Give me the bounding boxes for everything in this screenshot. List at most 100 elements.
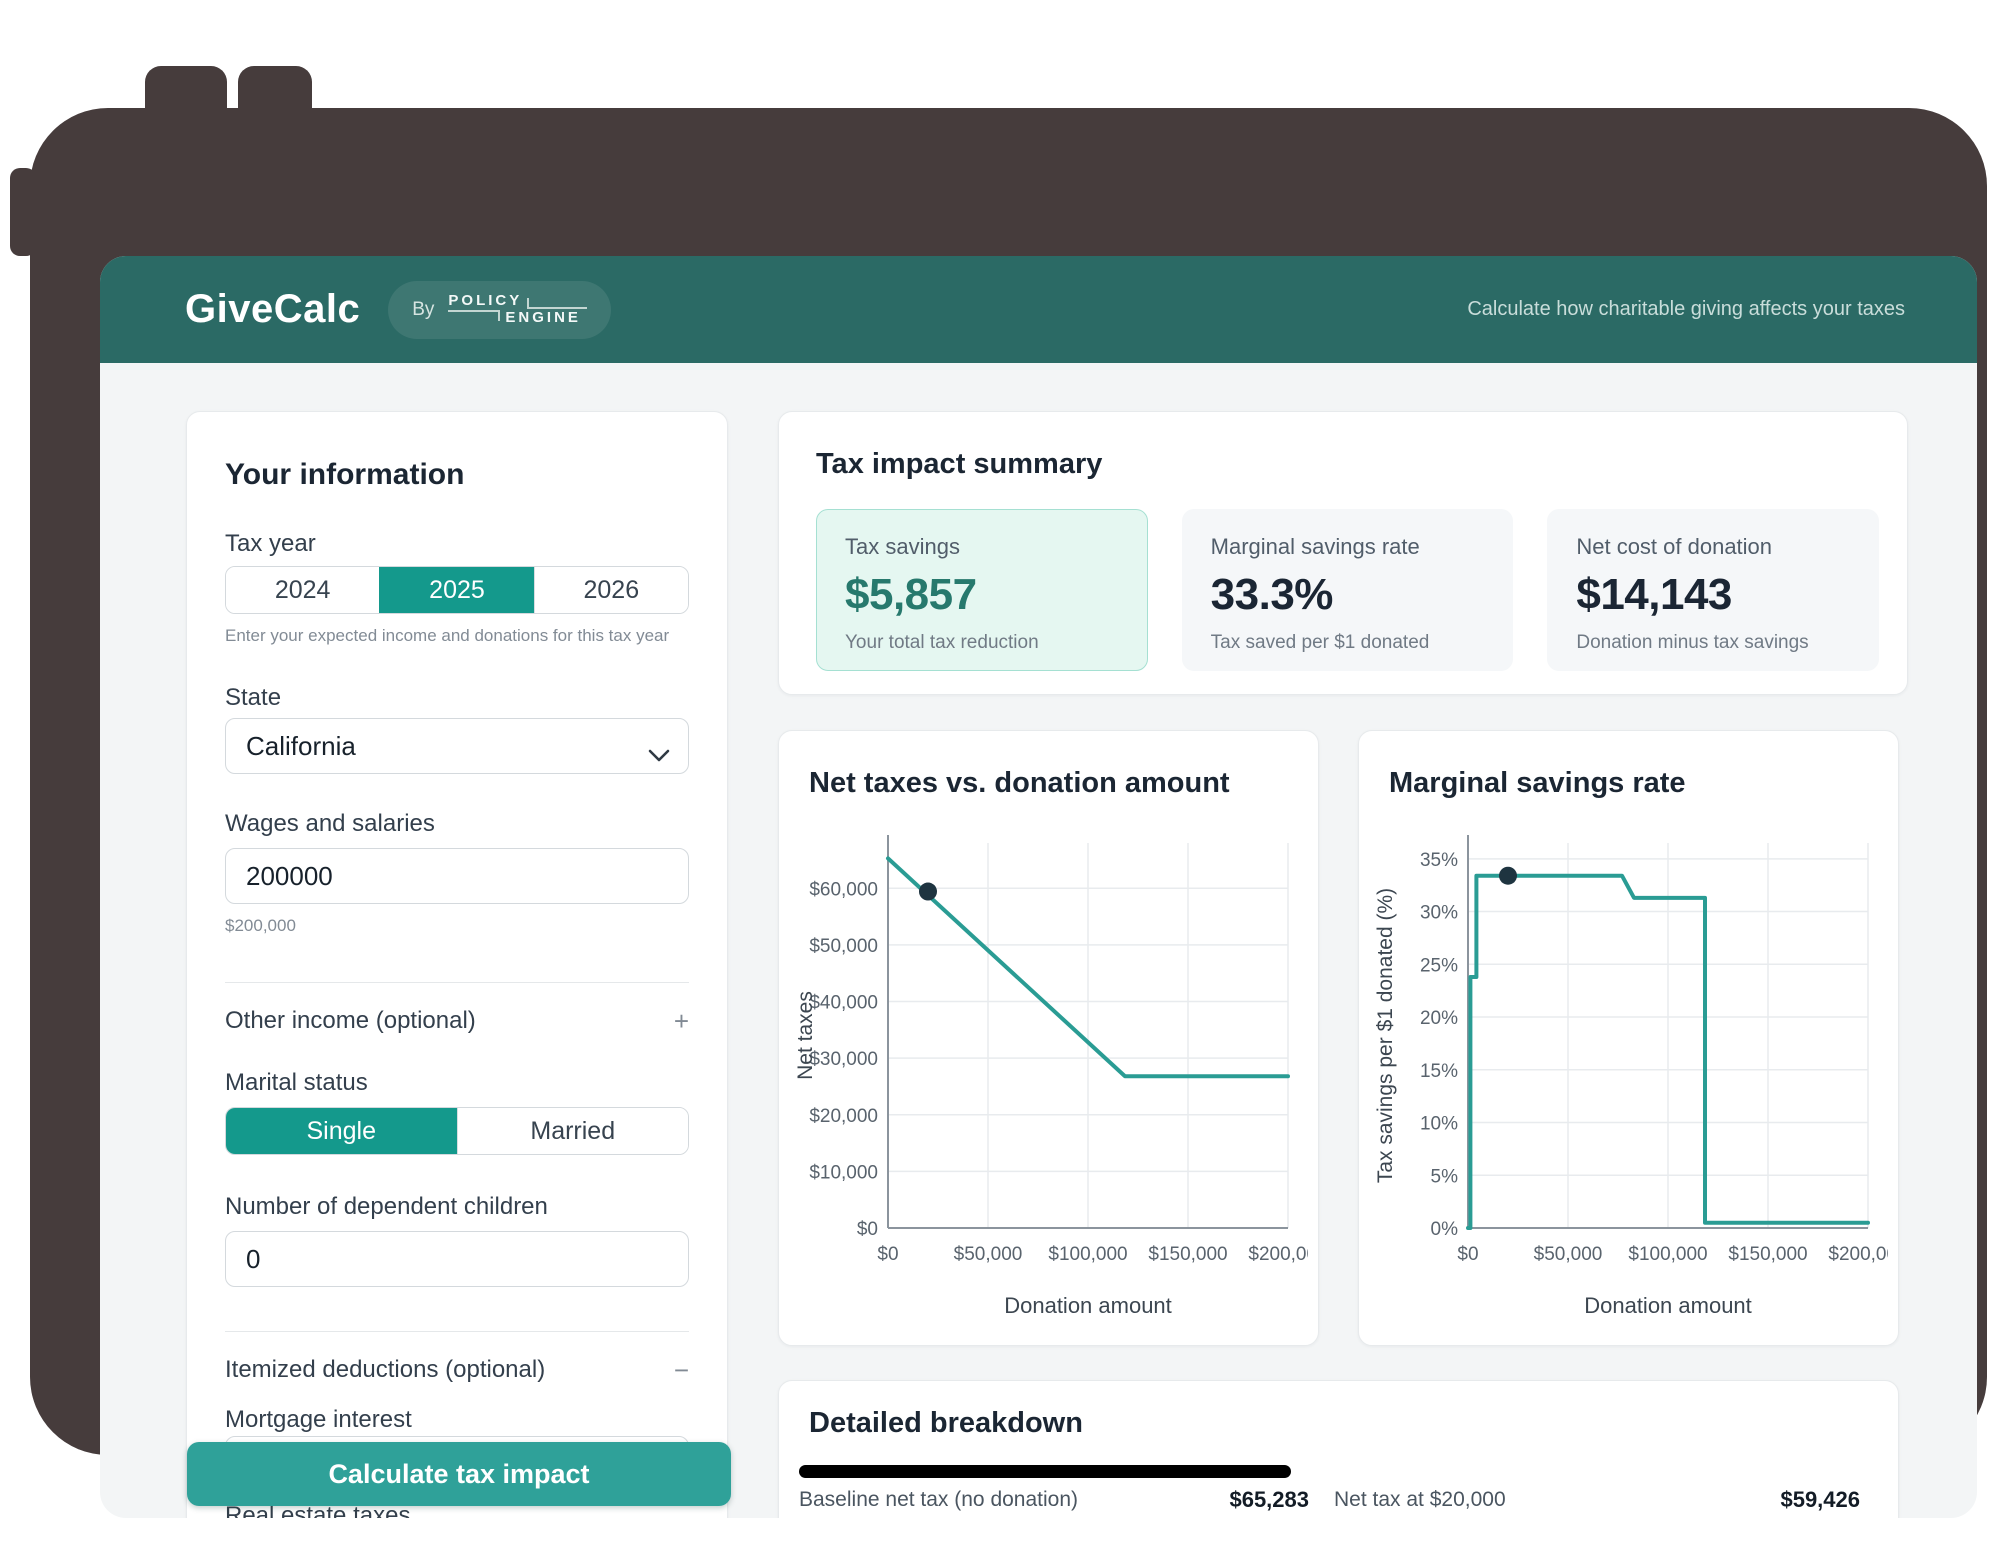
dependent-children-input[interactable]	[225, 1231, 689, 1287]
stat-value: 33.3%	[1210, 570, 1334, 619]
state-select[interactable]: California	[225, 718, 689, 774]
section-divider	[225, 982, 689, 983]
stat-value: $14,143	[1576, 570, 1732, 619]
svg-text:$100,000: $100,000	[1048, 1244, 1127, 1265]
breakdown-label: Baseline net tax (no donation)	[799, 1488, 1079, 1511]
other-income-label: Other income (optional)	[225, 1007, 476, 1034]
svg-text:$0: $0	[857, 1219, 878, 1240]
by-label: By	[412, 298, 435, 320]
breakdown-value: $65,283	[1229, 1487, 1309, 1512]
svg-text:20%: 20%	[1420, 1008, 1458, 1029]
tax-savings-stat-card: Tax savings $5,857 Your total tax reduct…	[816, 509, 1148, 671]
summary-stats-row: Tax savings $5,857 Your total tax reduct…	[816, 509, 1880, 671]
tax-year-helper-text: Enter your expected income and donations…	[225, 626, 670, 645]
svg-text:35%: 35%	[1420, 850, 1458, 871]
svg-text:$60,000: $60,000	[809, 879, 878, 900]
svg-text:$0: $0	[877, 1244, 898, 1265]
collapse-minus-icon[interactable]: −	[673, 1355, 689, 1385]
svg-text:30%: 30%	[1420, 903, 1458, 924]
stat-value: $5,857	[845, 570, 977, 619]
app-screen: GiveCalc By POLICY ENGINE Calculate how …	[100, 256, 1977, 1518]
tax-year-option-2025[interactable]: 2025	[379, 567, 534, 613]
svg-text:$0: $0	[1457, 1244, 1478, 1265]
marginal-savings-chart-card: Marginal savings rate $0 $50,000 $100,000 $…	[1358, 730, 1908, 1346]
stat-label: Net cost of donation	[1576, 534, 1773, 559]
svg-text:$20,000: $20,000	[809, 1106, 878, 1127]
marital-option-married[interactable]: Married	[456, 1108, 688, 1154]
dependent-children-label: Number of dependent children	[225, 1193, 548, 1220]
stat-subtitle: Tax saved per $1 donated	[1210, 632, 1430, 653]
marital-option-single[interactable]: Single	[226, 1108, 457, 1154]
app-logo: GiveCalc	[185, 287, 361, 331]
app-header: GiveCalc By POLICY ENGINE Calculate how …	[100, 256, 1977, 363]
marginal-savings-chart-canvas[interactable]: $0 $50,000 $100,000 $150,000 $200,000 0% 5% 10%…	[1368, 823, 1908, 1323]
svg-text:$40,000: $40,000	[809, 993, 878, 1014]
logo-bracket-line	[448, 310, 501, 321]
marginal-savings-rate-stat-card: Marginal savings rate 33.3% Tax saved pe…	[1181, 509, 1514, 671]
svg-text:25%: 25%	[1420, 955, 1458, 976]
svg-text:$150,000: $150,000	[1148, 1244, 1227, 1265]
stat-label: Marginal savings rate	[1210, 534, 1420, 559]
svg-text:$200,000: $200,000	[1248, 1244, 1308, 1265]
tax-year-segmented-control: 2024 2025 2026	[225, 566, 689, 614]
calculate-tax-impact-button[interactable]: Calculate tax impact	[187, 1442, 731, 1506]
stat-subtitle: Donation minus tax savings	[1576, 632, 1809, 653]
state-label: State	[225, 684, 282, 711]
itemized-deductions-label: Itemized deductions (optional)	[225, 1356, 546, 1383]
svg-text:$100,000: $100,000	[1628, 1244, 1707, 1265]
other-income-section-header: Other income (optional) +	[225, 1007, 689, 1035]
tax-year-option-2024[interactable]: 2024	[226, 567, 380, 613]
wages-input[interactable]	[225, 848, 689, 904]
real-estate-taxes-label: Real estate taxes	[225, 1502, 411, 1518]
logo-word-engine: ENGINE	[505, 309, 581, 326]
expand-plus-icon[interactable]: +	[673, 1006, 689, 1036]
svg-text:$10,000: $10,000	[809, 1162, 878, 1183]
svg-text:Tax savings per $1 donated (%): Tax savings per $1 donated (%)	[1374, 888, 1397, 1183]
net-taxes-chart-canvas[interactable]: $0 $50,000 $100,000 $150,000 $200,000 $0 $10,0…	[788, 823, 1328, 1323]
itemized-deductions-section-header: Itemized deductions (optional) −	[225, 1356, 689, 1384]
wages-label: Wages and salaries	[225, 810, 435, 837]
net-cost-stat-card: Net cost of donation $14,143 Donation mi…	[1547, 509, 1880, 671]
breakdown-row: Baseline net tax (no donation) $65,283 N…	[799, 1487, 1860, 1513]
svg-text:Net taxes: Net taxes	[794, 991, 817, 1080]
tax-year-label: Tax year	[225, 530, 316, 557]
section-divider	[225, 1331, 689, 1332]
policyengine-badge[interactable]: By POLICY ENGINE	[388, 280, 612, 339]
stat-label: Tax savings	[845, 534, 960, 559]
summary-title: Tax impact summary	[816, 448, 1103, 480]
tax-year-option-2026[interactable]: 2026	[533, 567, 688, 613]
state-select-value: California	[246, 730, 356, 761]
breakdown-label: Net tax at $20,000	[1334, 1488, 1506, 1511]
chart-title: Marginal savings rate	[1389, 767, 1686, 799]
svg-text:10%: 10%	[1420, 1114, 1458, 1135]
svg-text:$50,000: $50,000	[809, 936, 878, 957]
logo-word-policy: POLICY	[448, 292, 523, 310]
stat-subtitle: Your total tax reduction	[845, 632, 1039, 653]
app-tagline: Calculate how charitable giving affects …	[1467, 298, 1905, 320]
donation-slider[interactable]	[799, 1465, 1291, 1478]
breakdown-cell: Baseline net tax (no donation) $65,283	[799, 1487, 1309, 1513]
breakdown-title: Detailed breakdown	[809, 1407, 1083, 1439]
net-taxes-chart-card: Net taxes vs. donation amount $0 $50,000 $…	[778, 730, 1328, 1346]
svg-text:$150,000: $150,000	[1728, 1244, 1807, 1265]
svg-text:$50,000: $50,000	[954, 1244, 1023, 1265]
mortgage-interest-label: Mortgage interest	[225, 1406, 412, 1433]
tax-impact-summary-panel: Tax impact summary Tax savings $5,857 Yo…	[778, 411, 1908, 695]
svg-text:$50,000: $50,000	[1534, 1244, 1603, 1265]
device-frame: GiveCalc By POLICY ENGINE Calculate how …	[30, 108, 1987, 1518]
chevron-down-icon	[648, 739, 670, 770]
chart-title: Net taxes vs. donation amount	[809, 767, 1230, 799]
detailed-breakdown-panel: Detailed breakdown Baseline net tax (no …	[778, 1380, 1899, 1518]
svg-text:Donation amount: Donation amount	[1004, 1293, 1172, 1318]
your-information-panel: Your information Tax year 2024 2025 2026…	[186, 411, 731, 1518]
svg-text:15%: 15%	[1420, 1061, 1458, 1082]
breakdown-cell: Net tax at $20,000 $59,426	[1334, 1487, 1860, 1513]
panel-title: Your information	[225, 458, 465, 491]
marital-status-toggle: Single Married	[225, 1107, 689, 1155]
svg-text:5%: 5%	[1431, 1166, 1459, 1187]
svg-text:0%: 0%	[1431, 1219, 1459, 1240]
policyengine-logo: POLICY ENGINE	[448, 292, 588, 326]
svg-text:$200,000: $200,000	[1828, 1244, 1888, 1265]
logo-bracket-line	[527, 298, 588, 309]
wages-formatted-helper: $200,000	[225, 916, 296, 935]
